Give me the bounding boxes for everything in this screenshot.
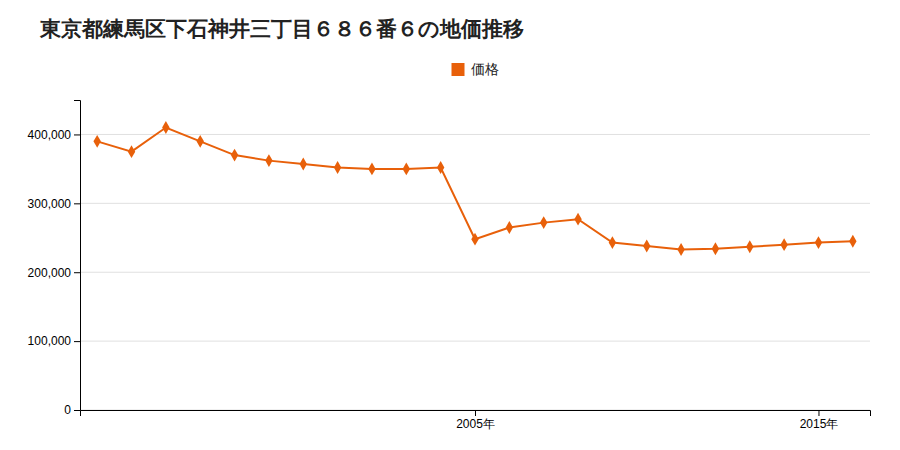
legend-label: 価格 [471,61,499,77]
title: 東京都練馬区下石神井三丁目６８６番６の地価推移 [39,17,524,41]
axis-line [81,411,871,417]
grid-line [80,203,870,204]
marker [574,213,581,226]
marks [93,121,856,256]
legend-item: 価格 [452,61,499,77]
tick-mark [74,272,80,273]
y-axis: 0 100,000 200,000 300,000 400,000 [28,101,81,418]
marker [780,238,787,251]
marker [231,149,238,162]
grid [80,134,870,410]
marker [746,240,753,253]
marker [677,243,684,256]
line [97,128,853,250]
tick-label: 300,000 [28,197,72,211]
marker [162,121,169,134]
x-axis: 2005年 2015年 [81,410,871,431]
marker [196,135,203,148]
marker [265,154,272,167]
marker [540,216,547,229]
tick-mark [74,410,80,411]
marker [712,242,719,255]
axis-line [74,101,81,411]
tick: 0 [64,403,80,417]
marker [471,233,478,246]
marker [128,145,135,158]
marker [849,235,856,248]
grid-line [80,272,870,273]
tick: 2015年 [800,410,839,431]
marker [609,236,616,249]
legend-swatch [452,63,465,76]
plot: 0 100,000 200,000 300,000 400,000 2005年 2015年 [28,101,871,431]
tick-label: 100,000 [28,334,72,348]
tick-mark [74,134,80,135]
tick-label: 200,000 [28,266,72,280]
grid-line [80,134,870,135]
marker [437,161,444,174]
tick-label: 400,000 [28,128,72,142]
chart: 東京都練馬区下石神井三丁目６８６番６の地価推移 0 100,000 200,000 30… [0,0,900,450]
tick: 200,000 [28,266,80,280]
tick: 300,000 [28,197,80,211]
tick: 2005年 [456,410,495,431]
marker [334,161,341,174]
tick: 400,000 [28,128,80,142]
tick-label: 0 [64,403,71,417]
marker [815,236,822,249]
legend: 価格 [452,61,499,77]
marker [643,240,650,253]
tick-mark [74,203,80,204]
marker [300,158,307,171]
tick-label: 2015年 [800,417,839,431]
tick-mark [74,341,80,342]
marker [506,221,513,234]
marker [93,135,100,148]
tick-mark [475,410,476,416]
marker [368,162,375,175]
tick-mark [818,410,819,416]
marker [403,162,410,175]
grid-line [80,341,870,342]
tick: 100,000 [28,334,80,348]
tick-label: 2005年 [456,417,495,431]
